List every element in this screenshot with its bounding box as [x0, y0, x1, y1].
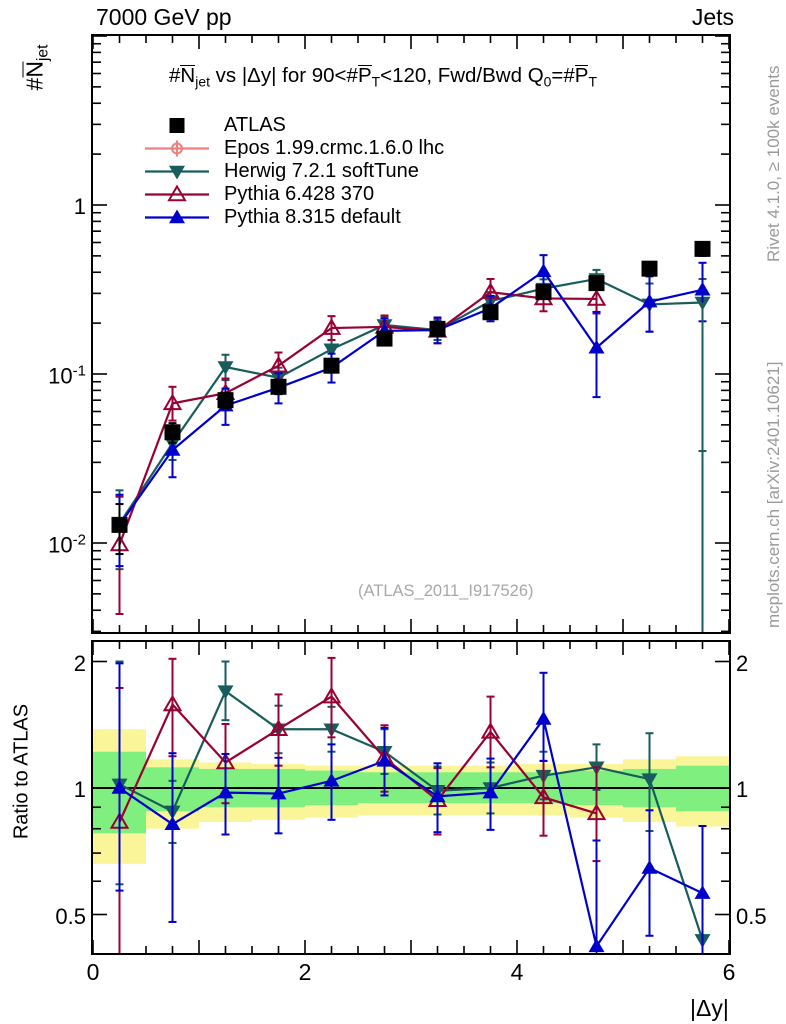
ratio-y-tick-label-right: 0.5: [736, 903, 767, 929]
legend-entry[interactable]: ATLAS: [143, 114, 444, 137]
legend-label: Pythia 8.315 default: [224, 206, 401, 228]
series-herwig-7-2-1-softtune: [111, 268, 711, 571]
legend-label: ATLAS: [224, 114, 286, 136]
legend-label: Pythia 6.428 370: [224, 183, 375, 205]
beam-energy-label: 7000 GeV pp: [96, 4, 232, 30]
legend-label: Herwig 7.2.1 softTune: [224, 160, 419, 182]
main-plot-panel: #Njet vs |Δy| for 90<#PT<120, Fwd/Bwd Q0…: [48, 34, 731, 634]
series-atlas: [111, 240, 711, 556]
legend-marker-triangle-up-open-icon: [143, 183, 211, 206]
series-pythia-8-315-default: [111, 254, 711, 568]
rivet-credit: Rivet 4.1.0, ≥ 100k events: [764, 65, 783, 262]
analysis-watermark: (ATLAS_2011_I917526): [358, 582, 534, 600]
x-tick-label: 4: [510, 959, 524, 985]
ratio-y-axis-title: Ratio to ATLAS: [10, 703, 33, 840]
legend-marker-circle-cross-icon: [143, 137, 211, 160]
mcplots-credit: mcplots.cern.ch [arXiv:2401.10621]: [764, 361, 783, 628]
legend: ATLAS Epos 1.99.crmc.1.6.0 lhc Herwig 7.2.…: [143, 114, 444, 229]
ratio-plot-canvas: [93, 642, 729, 953]
legend-entry[interactable]: Pythia 8.315 default: [143, 206, 444, 229]
legend-marker-triangle-up-icon: [143, 206, 211, 229]
main-y-axis-title: #Njet: [21, 44, 52, 91]
legend-entry[interactable]: Herwig 7.2.1 softTune: [143, 160, 444, 183]
ratio-plot-panel: 2 1 0.5 2 1 0.5 0 2 4 6: [55, 640, 767, 985]
ratio-y-tick-label: 0.5: [55, 903, 86, 929]
main-y-tick-label: 10-1: [48, 362, 86, 389]
main-y-tick-label: 10-2: [48, 531, 86, 558]
main-plot-canvas: [93, 36, 729, 632]
legend-marker-triangle-down-icon: [143, 160, 211, 183]
legend-marker-square-icon: [143, 114, 211, 137]
x-tick-label: 0: [86, 959, 100, 985]
ratio-y-tick-label: 2: [73, 650, 86, 676]
series-pythia-6-428-370: [109, 277, 607, 616]
legend-entry[interactable]: Pythia 6.428 370: [143, 183, 444, 206]
x-tick-label: 2: [298, 959, 312, 985]
analysis-type-label: Jets: [691, 4, 734, 30]
ratio-y-tick-label-right: 2: [736, 650, 749, 676]
main-axis-ticks: [93, 36, 729, 632]
ratio-y-tick-label: 1: [73, 777, 86, 802]
legend-label: Epos 1.99.crmc.1.6.0 lhc: [224, 137, 445, 159]
series-pythia-8-315-default: [111, 662, 711, 953]
legend-entry[interactable]: Epos 1.99.crmc.1.6.0 lhc: [143, 137, 444, 160]
x-axis-title: |Δy|: [690, 995, 729, 1021]
ratio-y-tick-label-right: 1: [736, 777, 749, 802]
plot-title: #Njet vs |Δy| for 90<#PT<120, Fwd/Bwd Q0…: [169, 64, 597, 90]
main-y-tick-label: 1: [73, 194, 86, 219]
x-tick-label: 6: [722, 959, 736, 985]
